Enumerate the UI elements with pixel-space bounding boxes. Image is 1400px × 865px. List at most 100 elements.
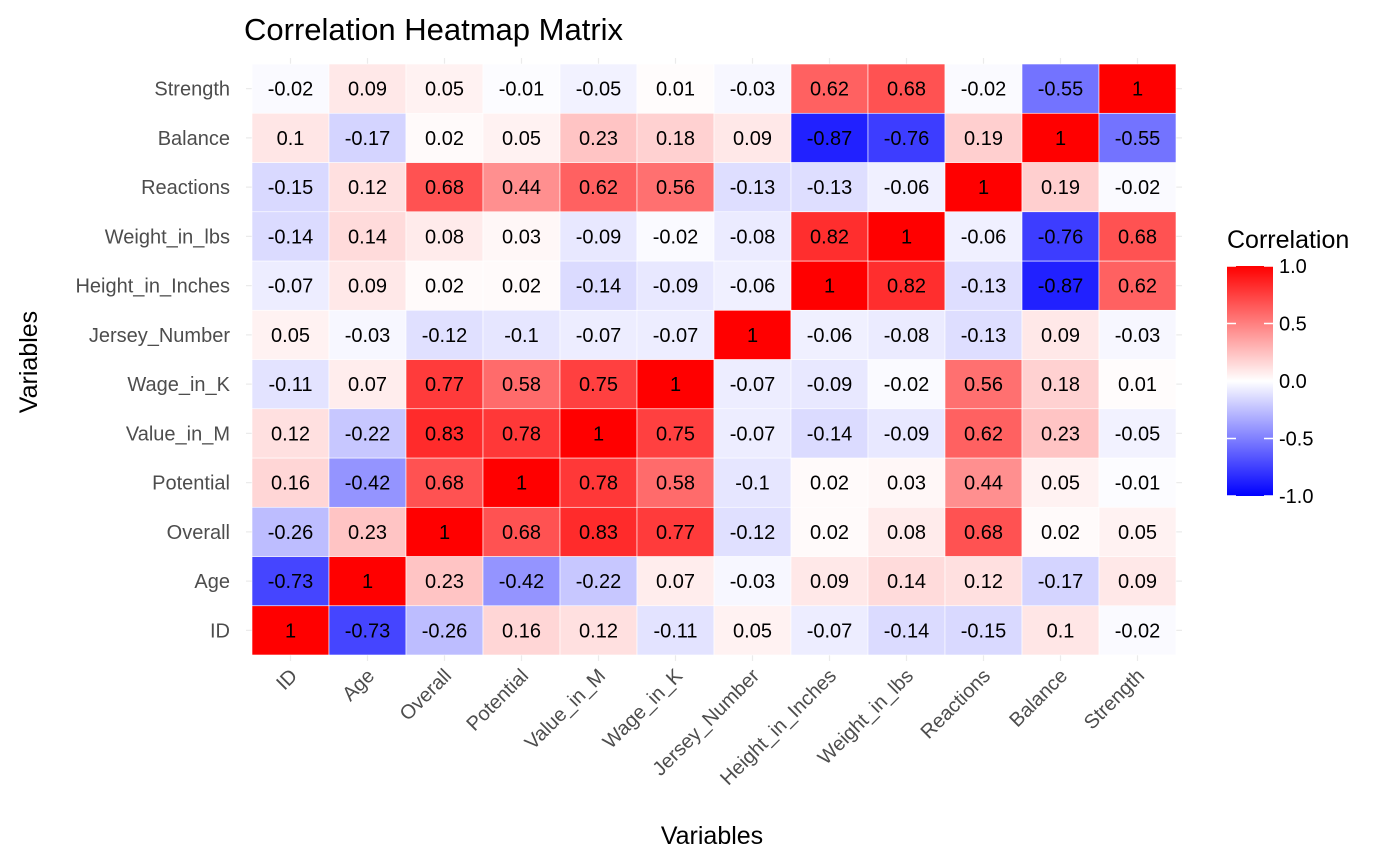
- heatmap-cell-value-in-m-overall: [559, 506, 638, 557]
- legend: Correlation 1.0 0.5 0.0 -0.5 -1.0: [1227, 226, 1349, 508]
- heatmap-cell-potential-wage-in-k: [482, 359, 561, 410]
- y-tick-label-height-in-inches: Height_in_Inches: [75, 276, 230, 298]
- cell-label-id-reactions: -0.15: [268, 177, 314, 199]
- y-tick-label-jersey-number: Jersey_Number: [89, 325, 231, 347]
- heatmap-cell-age-strength: [328, 63, 407, 114]
- cell-label-weight-in-lbs-overall: 0.08: [887, 522, 926, 544]
- heatmap-cell-jersey-number-overall: [713, 506, 792, 557]
- heatmap-cell-potential-reactions: [482, 162, 561, 213]
- heatmap-cell-wage-in-k-balance: [636, 112, 715, 163]
- cell-label-strength-weight-in-lbs: 0.68: [1118, 226, 1157, 248]
- cell-label-balance-wage-in-k: 0.18: [1041, 374, 1080, 396]
- cell-label-id-wage-in-k: -0.11: [268, 374, 312, 396]
- heatmap-cell-wage-in-k-wage-in-k: [636, 359, 715, 410]
- cell-label-age-overall: 0.23: [348, 522, 387, 544]
- y-tick-label-weight-in-lbs: Weight_in_lbs: [105, 226, 230, 248]
- y-tick-label-potential: Potential: [152, 473, 230, 495]
- heatmap-cell-wage-in-k-weight-in-lbs: [636, 211, 715, 262]
- heatmap-cell-overall-jersey-number: [405, 309, 484, 360]
- cell-label-id-id: 1: [285, 620, 296, 642]
- cell-label-reactions-age: 0.12: [964, 571, 1003, 593]
- heatmap-cell-age-height-in-inches: [328, 260, 407, 311]
- heatmap-cell-balance-balance: [1021, 112, 1100, 163]
- x-tick-label-strength: Strength: [1080, 665, 1149, 734]
- heatmap-cell-value-in-m-strength: [559, 63, 638, 114]
- cell-label-value-in-m-reactions: 0.62: [579, 177, 618, 199]
- cell-label-potential-age: -0.42: [499, 571, 545, 593]
- cell-label-jersey-number-age: -0.03: [730, 571, 776, 593]
- cell-label-weight-in-lbs-strength: 0.68: [887, 79, 926, 101]
- heatmap-cell-strength-height-in-inches: [1098, 260, 1177, 311]
- cell-label-overall-potential: 0.68: [425, 473, 464, 495]
- cell-label-id-balance: 0.1: [277, 128, 305, 150]
- cell-label-id-overall: -0.26: [268, 522, 314, 544]
- heatmap-cell-weight-in-lbs-weight-in-lbs: [867, 211, 946, 262]
- heatmap-cell-potential-id: [482, 605, 561, 656]
- heatmap-cell-id-value-in-m: [251, 408, 330, 459]
- heatmap-cell-potential-strength: [482, 63, 561, 114]
- cell-label-potential-id: 0.16: [502, 620, 541, 642]
- cell-label-value-in-m-id: 0.12: [579, 620, 618, 642]
- cell-label-balance-weight-in-lbs: -0.76: [1038, 226, 1084, 248]
- heatmap-cell-jersey-number-id: [713, 605, 792, 656]
- cell-label-reactions-balance: 0.19: [964, 128, 1003, 150]
- heatmap-cell-id-jersey-number: [251, 309, 330, 360]
- cell-label-height-in-inches-balance: -0.87: [807, 128, 853, 150]
- x-axis-tick-labels: ID Age Overall PotentialValue_in_MWage_in_K…: [272, 665, 1149, 790]
- heatmap-cell-strength-id: [1098, 605, 1177, 656]
- heatmap-cell-potential-value-in-m: [482, 408, 561, 459]
- heatmap-cell-potential-weight-in-lbs: [482, 211, 561, 262]
- heatmap-cell-height-in-inches-id: [790, 605, 869, 656]
- y-tick-label-overall: Overall: [167, 522, 230, 544]
- heatmap-cell-wage-in-k-age: [636, 556, 715, 607]
- heatmap-cell-jersey-number-potential: [713, 457, 792, 508]
- heatmap-cell-age-jersey-number: [328, 309, 407, 360]
- heatmap-cell-value-in-m-reactions: [559, 162, 638, 213]
- cell-label-overall-wage-in-k: 0.77: [425, 374, 464, 396]
- heatmap-cell-strength-weight-in-lbs: [1098, 211, 1177, 262]
- cell-label-height-in-inches-wage-in-k: -0.09: [807, 374, 853, 396]
- cell-label-weight-in-lbs-height-in-inches: 0.82: [887, 276, 926, 298]
- heatmap-cell-overall-strength: [405, 63, 484, 114]
- heatmap-cell-balance-weight-in-lbs: [1021, 211, 1100, 262]
- heatmap-cell-weight-in-lbs-age: [867, 556, 946, 607]
- y-axis-tick-labels: ID Age Overall Potential Value_in_M Wage_in_K…: [75, 79, 230, 643]
- heatmap-cell-weight-in-lbs-value-in-m: [867, 408, 946, 459]
- heatmap-cell-reactions-id: [944, 605, 1023, 656]
- heatmap-cell-id-age: [251, 556, 330, 607]
- cell-label-overall-overall: 1: [439, 522, 450, 544]
- heatmap-cell-height-in-inches-age: [790, 556, 869, 607]
- y-axis-title: Variables: [15, 311, 43, 413]
- heatmap-cell-id-potential: [251, 457, 330, 508]
- cell-label-overall-jersey-number: -0.12: [422, 325, 468, 347]
- heatmap-cell-reactions-wage-in-k: [944, 359, 1023, 410]
- cell-label-id-strength: -0.02: [268, 79, 314, 101]
- heatmap-cell-balance-strength: [1021, 63, 1100, 114]
- heatmap-cell-strength-overall: [1098, 506, 1177, 557]
- cell-label-weight-in-lbs-reactions: -0.06: [884, 177, 930, 199]
- cell-label-reactions-id: -0.15: [961, 620, 1007, 642]
- heatmap-cell-age-overall: [328, 506, 407, 557]
- cell-label-overall-balance: 0.02: [425, 128, 464, 150]
- cell-label-id-weight-in-lbs: -0.14: [268, 226, 314, 248]
- cell-label-reactions-value-in-m: 0.62: [964, 423, 1003, 445]
- heatmap-cell-height-in-inches-overall: [790, 506, 869, 557]
- heatmap-cell-overall-age: [405, 556, 484, 607]
- heatmap-cell-id-id: [251, 605, 330, 656]
- cell-label-jersey-number-weight-in-lbs: -0.08: [730, 226, 776, 248]
- cell-label-strength-wage-in-k: 0.01: [1118, 374, 1157, 396]
- heatmap-cell-reactions-potential: [944, 457, 1023, 508]
- cell-label-balance-reactions: 0.19: [1041, 177, 1080, 199]
- heatmap-cell-jersey-number-wage-in-k: [713, 359, 792, 410]
- cell-label-balance-jersey-number: 0.09: [1041, 325, 1080, 347]
- cell-label-jersey-number-height-in-inches: -0.06: [730, 276, 776, 298]
- cell-label-age-id: -0.73: [345, 620, 391, 642]
- heatmap-cell-reactions-age: [944, 556, 1023, 607]
- cell-label-height-in-inches-height-in-inches: 1: [824, 276, 835, 298]
- cell-label-wage-in-k-reactions: 0.56: [656, 177, 695, 199]
- cell-label-jersey-number-wage-in-k: -0.07: [730, 374, 776, 396]
- heatmap-cell-strength-potential: [1098, 457, 1177, 508]
- heatmap-cell-reactions-value-in-m: [944, 408, 1023, 459]
- cell-label-weight-in-lbs-id: -0.14: [884, 620, 930, 642]
